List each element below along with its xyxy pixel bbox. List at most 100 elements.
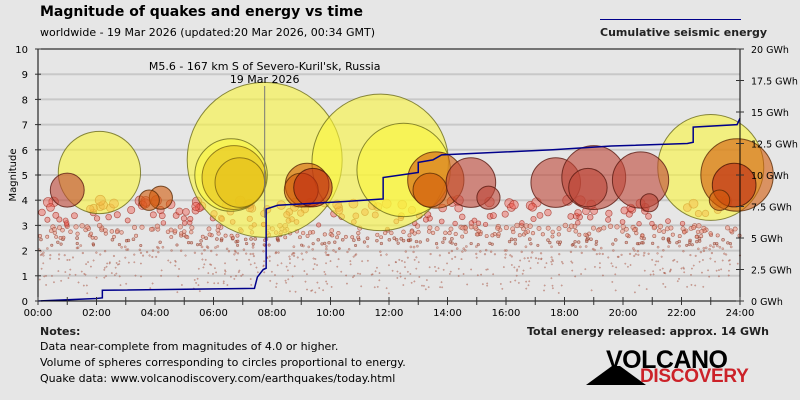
small-quake-dot <box>176 291 179 294</box>
small-quake-dot <box>262 250 265 253</box>
small-quake-dot <box>715 233 720 238</box>
small-quake-dot <box>699 229 704 234</box>
small-quake-dot <box>699 251 702 254</box>
small-quake-dot <box>105 275 107 277</box>
small-quake-dot <box>325 280 328 283</box>
small-quake-dot <box>701 271 703 274</box>
small-quake-dot <box>530 230 536 236</box>
small-quake-dot <box>472 224 478 230</box>
small-quake-dot <box>200 234 205 239</box>
small-quake-dot <box>409 229 415 234</box>
small-quake-dot <box>729 245 733 249</box>
small-quake-dot <box>338 247 341 250</box>
medium-quake-circle <box>567 213 575 220</box>
small-quake-dot <box>316 281 319 284</box>
small-quake-dot <box>148 226 154 232</box>
small-quake-dot <box>60 280 62 282</box>
note-line-3[interactable]: Quake data: www.volcanodiscovery.com/ear… <box>40 372 396 385</box>
small-quake-dot <box>636 250 639 253</box>
small-quake-dot <box>300 243 304 247</box>
small-quake-dot <box>206 281 209 284</box>
medium-quake-circle <box>536 211 544 219</box>
y2-tick-label: 12.5 GWh <box>751 140 798 151</box>
volcanodiscovery-logo[interactable]: VOLCANO DISCOVERY <box>584 346 764 390</box>
small-quake-dot <box>409 273 412 275</box>
medium-quake-circle <box>575 220 581 226</box>
small-quake-dot <box>301 230 306 236</box>
small-quake-dot <box>304 280 307 283</box>
small-quake-dot <box>691 225 697 231</box>
medium-quake-circle <box>113 211 121 219</box>
small-quake-dot <box>318 287 321 289</box>
small-quake-dot <box>726 241 730 245</box>
small-quake-dot <box>637 253 640 256</box>
small-quake-dot <box>58 236 63 240</box>
small-quake-dot <box>662 283 665 285</box>
large-quake-circle <box>611 151 670 209</box>
small-quake-dot <box>441 286 444 289</box>
small-quake-dot <box>634 291 636 294</box>
small-quake-dot <box>249 278 252 280</box>
small-quake-dot <box>568 223 575 229</box>
small-quake-dot <box>633 249 636 252</box>
small-quake-dot <box>417 261 420 264</box>
small-quake-dot <box>434 226 440 232</box>
small-quake-dot <box>131 237 136 242</box>
small-quake-dot <box>262 243 266 247</box>
small-quake-dot <box>249 252 252 256</box>
small-quake-dot <box>428 266 431 269</box>
small-quake-dot <box>248 258 250 261</box>
small-quake-dot <box>430 230 436 236</box>
small-quake-dot <box>485 268 488 271</box>
small-quake-dot <box>227 250 231 253</box>
small-quake-dot <box>119 230 124 235</box>
small-quake-dot <box>174 264 177 267</box>
small-quake-dot <box>599 246 603 250</box>
small-quake-dot <box>222 282 225 285</box>
medium-quake-circle <box>127 205 136 215</box>
small-quake-dot <box>59 242 63 246</box>
small-quake-dot <box>698 260 701 263</box>
small-quake-dot <box>585 239 589 244</box>
small-quake-dot <box>591 225 596 231</box>
small-quake-dot <box>721 259 724 262</box>
small-quake-dot <box>215 237 219 241</box>
medium-quake-circle <box>124 217 131 224</box>
small-quake-dot <box>672 259 675 262</box>
small-quake-dot <box>589 237 593 242</box>
small-quake-dot <box>256 271 259 274</box>
x-tick-label: 18:00 <box>550 308 579 319</box>
small-quake-dot <box>42 251 45 254</box>
small-quake-dot <box>694 284 697 287</box>
small-quake-dot <box>275 282 278 285</box>
small-quake-dot <box>449 270 452 273</box>
small-quake-dot <box>241 273 244 276</box>
small-quake-dot <box>682 230 687 235</box>
small-quake-dot <box>510 264 513 266</box>
small-quake-dot <box>67 277 70 279</box>
small-quake-dot <box>396 277 399 279</box>
small-quake-dot <box>42 262 45 265</box>
small-quake-dot <box>160 274 162 277</box>
small-quake-dot <box>285 265 288 268</box>
small-quake-dot <box>253 262 256 265</box>
medium-quake-circle <box>316 222 322 228</box>
small-quake-dot <box>56 240 60 244</box>
small-quake-dot <box>695 229 701 235</box>
small-quake-dot <box>206 226 212 232</box>
small-quake-dot <box>79 244 83 247</box>
small-quake-dot <box>550 277 553 280</box>
small-quake-dot <box>206 246 210 249</box>
small-quake-dot <box>537 262 539 264</box>
small-quake-dot <box>371 273 374 276</box>
note-line-1: Data near-complete from magnitudes of 4.… <box>40 340 339 353</box>
small-quake-dot <box>140 262 142 265</box>
small-quake-dot <box>382 230 388 236</box>
y2-tick-label: 10 GWh <box>751 171 789 182</box>
chart-subtitle: worldwide - 19 Mar 2026 (updated:20 Mar … <box>40 26 375 39</box>
small-quake-dot <box>72 256 74 259</box>
y2-tick-label: 5 GWh <box>751 234 783 245</box>
small-quake-dot <box>562 222 568 229</box>
small-quake-dot <box>664 286 667 288</box>
small-quake-dot <box>233 249 237 253</box>
